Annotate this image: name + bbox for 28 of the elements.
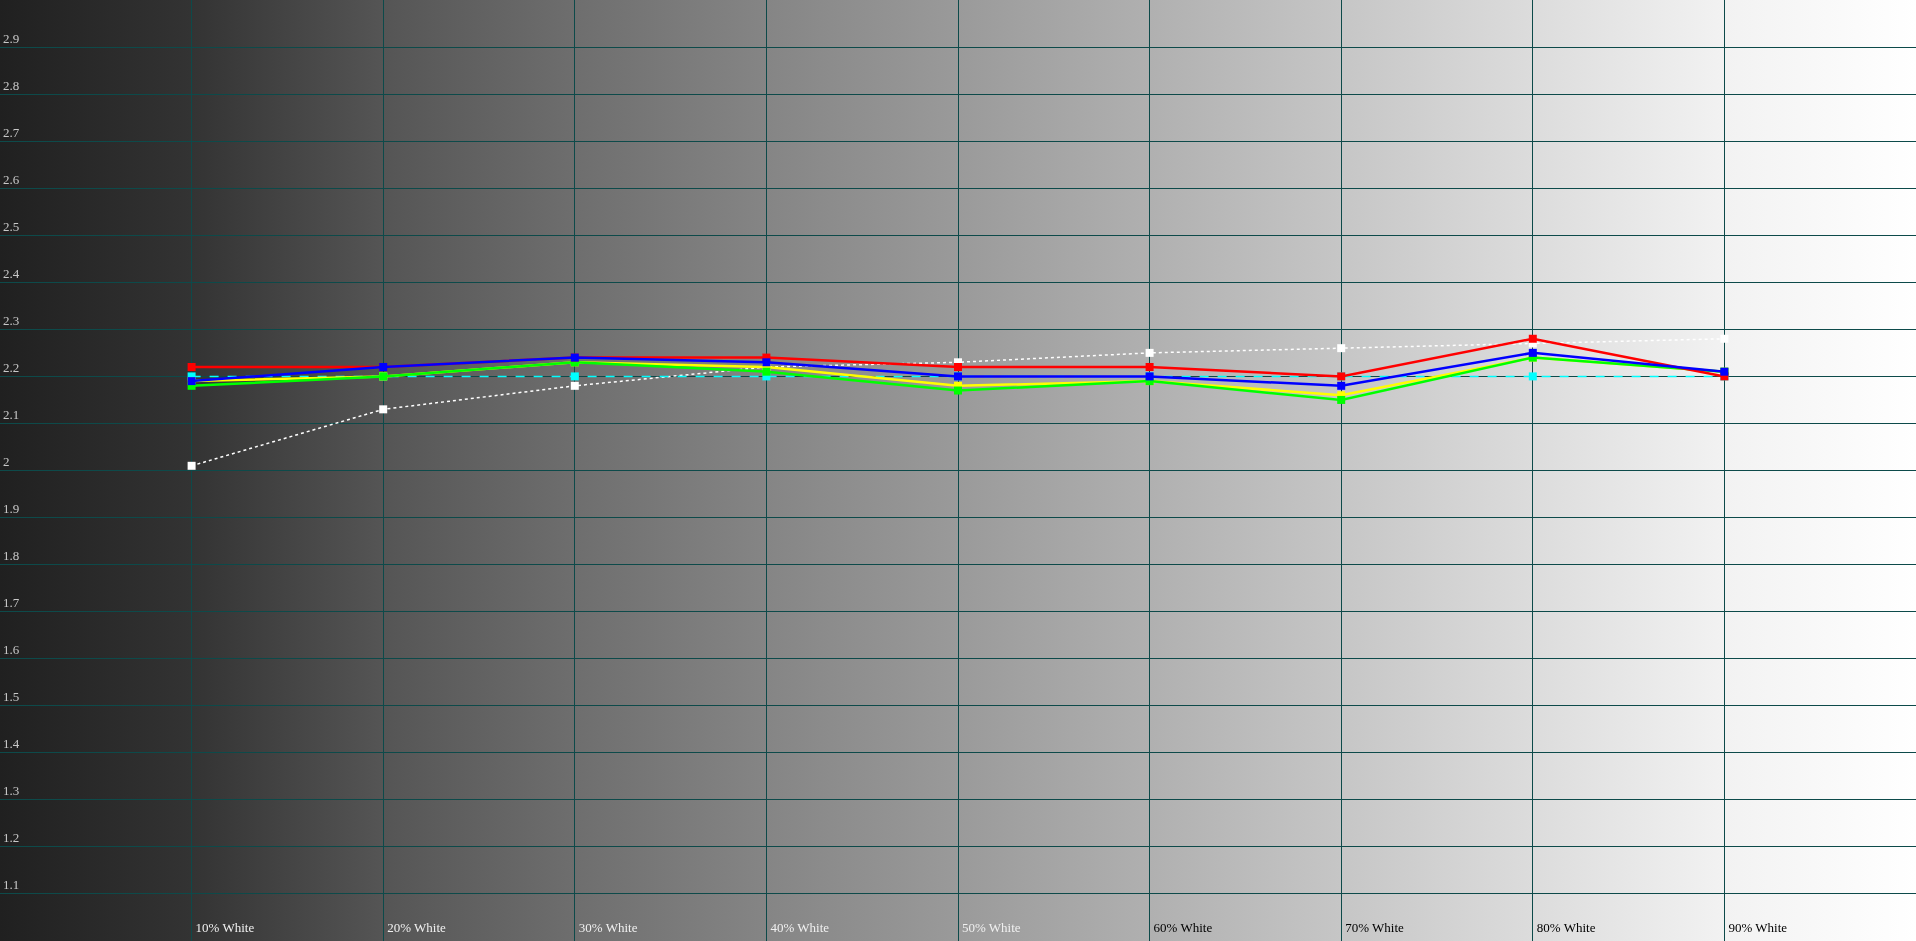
x-tick-label: 80% White <box>1536 920 1596 936</box>
y-tick-label: 2.7 <box>3 124 20 140</box>
y-tick-label: 2.4 <box>3 265 20 281</box>
x-tick-label: 20% White <box>387 920 447 936</box>
y-tick-label: 2 <box>3 453 10 469</box>
y-tick-label: 2.1 <box>3 406 20 422</box>
y-tick-label: 1.5 <box>3 689 20 705</box>
y-tick-label: 2.5 <box>3 218 20 234</box>
y-tick-label: 1.9 <box>3 501 20 516</box>
x-tick-label: 10% White <box>195 920 255 936</box>
y-tick-label: 2.3 <box>3 312 20 328</box>
x-tick-label: 30% White <box>578 920 638 936</box>
y-tick-label: 1.8 <box>3 548 20 564</box>
y-tick-label: 2.2 <box>3 359 20 375</box>
x-tick-label: 60% White <box>1153 920 1213 936</box>
x-tick-label: 70% White <box>1345 920 1405 936</box>
y-tick-label: 2.8 <box>3 77 20 93</box>
y-tick-label: 1.6 <box>3 642 20 658</box>
x-tick-label: 40% White <box>770 920 830 936</box>
y-tick-label: 1.3 <box>3 783 20 799</box>
y-tick-label: 2.9 <box>3 30 20 46</box>
y-tick-label: 1.2 <box>3 830 20 846</box>
y-tick-label: 1.4 <box>3 736 20 752</box>
x-tick-label: 90% White <box>1728 920 1788 936</box>
y-tick-label: 1.1 <box>3 877 20 893</box>
y-tick-label: 2.6 <box>3 171 20 187</box>
x-tick-label: 50% White <box>962 920 1021 936</box>
y-tick-label: 1.7 <box>3 595 20 611</box>
